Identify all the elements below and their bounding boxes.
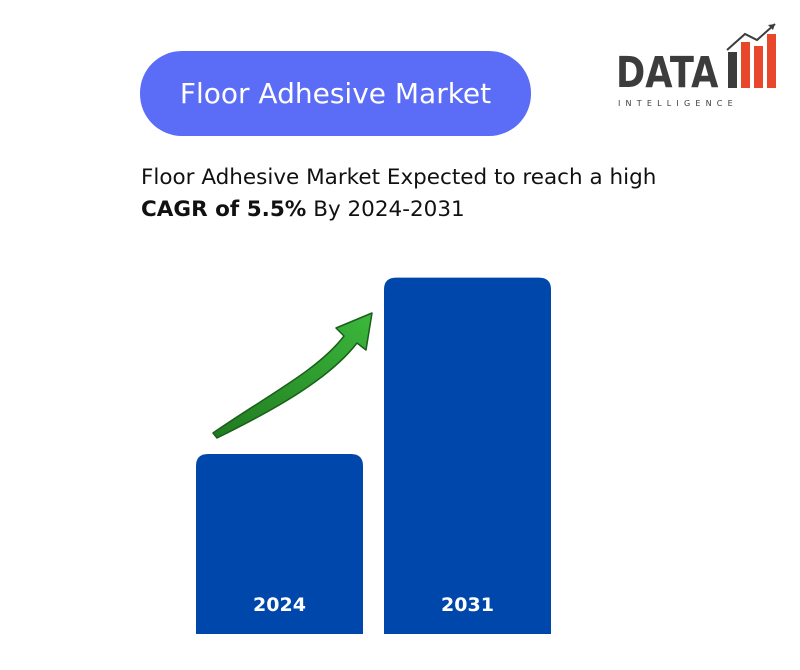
logo-bars-icon xyxy=(726,23,776,88)
headline-line1: Floor Adhesive Market Expected to reach … xyxy=(141,165,657,190)
headline-line2: CAGR of 5.5% By 2024-2031 xyxy=(141,194,781,226)
growth-arrow-icon xyxy=(212,312,373,439)
logo-subtext: INTELLIGENCE xyxy=(618,99,738,108)
data-intelligence-logo: DATA INTELLIGENCE xyxy=(612,20,782,115)
headline: Floor Adhesive Market Expected to reach … xyxy=(141,162,781,226)
headline-period: By 2024-2031 xyxy=(306,197,465,222)
bar-2031 xyxy=(384,277,551,634)
page-title: Floor Adhesive Market xyxy=(179,77,492,110)
logo-word: DATA xyxy=(616,48,719,98)
bar-2024 xyxy=(196,454,363,634)
bar-label-2031: 2031 xyxy=(441,594,494,616)
bar-label-2024: 2024 xyxy=(253,594,306,616)
cagr-highlight: CAGR of 5.5% xyxy=(141,197,307,222)
title-badge: Floor Adhesive Market xyxy=(140,51,531,136)
